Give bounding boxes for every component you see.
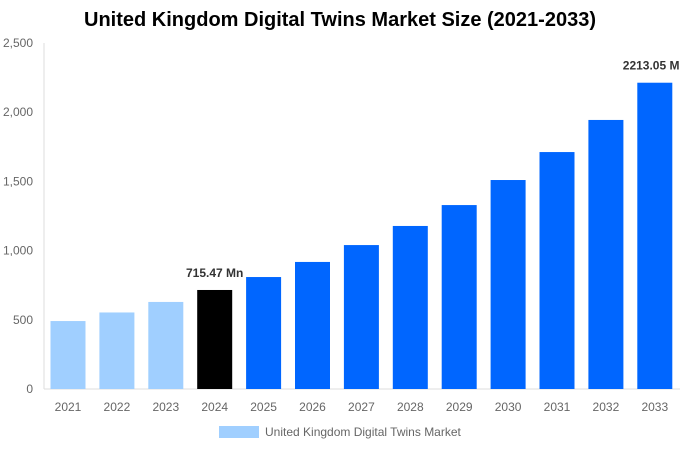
x-tick-label: 2030 — [495, 400, 522, 414]
x-tick-label: 2033 — [641, 400, 668, 414]
bar-2032 — [588, 119, 624, 389]
x-tick-label: 2031 — [544, 400, 571, 414]
bar-2021 — [50, 321, 86, 389]
legend: United Kingdom Digital Twins Market — [219, 425, 461, 439]
y-tick-label: 2,500 — [3, 36, 33, 50]
bar-2029 — [441, 205, 477, 389]
x-tick-label: 2029 — [446, 400, 473, 414]
x-tick-label: 2022 — [104, 400, 131, 414]
bar-2026 — [295, 261, 330, 389]
data-label: 715.47 Mn — [186, 266, 243, 280]
x-tick-label: 2026 — [299, 400, 326, 414]
x-tick-label: 2032 — [593, 400, 620, 414]
y-tick-label: 1,500 — [3, 174, 33, 188]
bar-2024 — [197, 289, 233, 389]
legend-swatch — [219, 426, 259, 438]
chart-title: United Kingdom Digital Twins Market Size… — [84, 9, 596, 31]
y-tick-label: 0 — [26, 382, 33, 396]
x-tick-label: 2023 — [152, 400, 179, 414]
y-tick-label: 500 — [13, 313, 33, 327]
bar-2023 — [148, 301, 184, 389]
legend-label: United Kingdom Digital Twins Market — [265, 425, 461, 439]
x-tick-label: 2028 — [397, 400, 424, 414]
data-label: 2213.05 Mn — [623, 59, 680, 73]
y-tick-label: 1,000 — [3, 244, 33, 258]
x-tick-label: 2025 — [250, 400, 277, 414]
bar-2030 — [490, 180, 526, 389]
bar-2031 — [539, 152, 575, 389]
bar-2022 — [99, 312, 135, 389]
y-tick-label: 2,000 — [3, 105, 33, 119]
x-tick-label: 2027 — [348, 400, 375, 414]
x-tick-label: 2024 — [201, 400, 228, 414]
bar-2033 — [637, 82, 673, 390]
bar-2028 — [392, 225, 428, 389]
bar-2027 — [343, 245, 379, 389]
bar-2025 — [246, 277, 282, 389]
x-tick-label: 2021 — [55, 400, 82, 414]
